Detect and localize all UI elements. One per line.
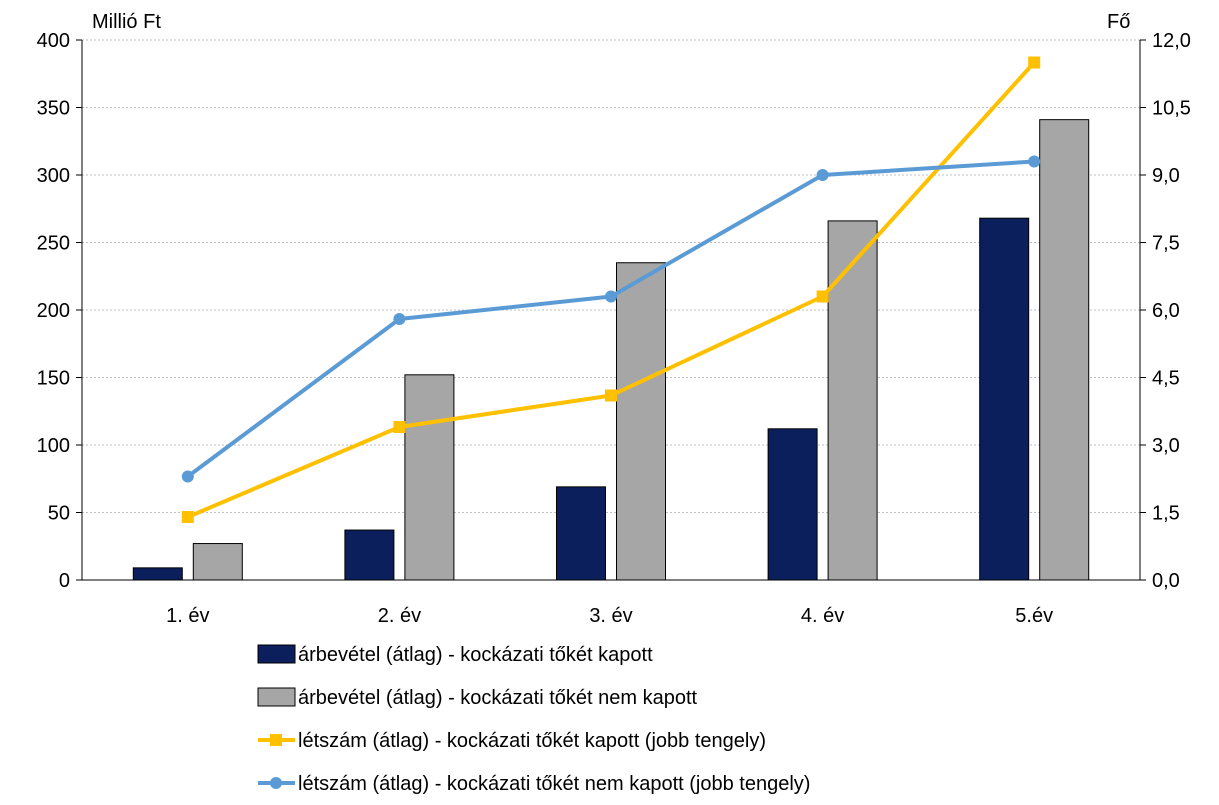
- x-tick-label: 5.év: [1015, 605, 1053, 627]
- legend-label: létszám (átlag) - kockázati tőkét kapott…: [298, 730, 766, 752]
- bar: [827, 220, 878, 581]
- point-marker: [393, 313, 406, 325]
- point-marker: [181, 470, 194, 483]
- left-tick-label: 100: [37, 435, 70, 457]
- bar: [344, 529, 395, 581]
- left-axis-unit-label: Millió Ft: [92, 11, 161, 33]
- x-tick-label: 1. év: [166, 605, 209, 627]
- bar: [979, 217, 1030, 581]
- point-marker: [605, 389, 617, 402]
- point-marker: [181, 511, 194, 523]
- x-tick-label: 2. év: [378, 605, 421, 627]
- point-marker: [1028, 56, 1041, 69]
- line-series: [181, 56, 1041, 523]
- right-tick-label: 3,0: [1152, 435, 1180, 457]
- right-tick-label: 9,0: [1152, 165, 1180, 187]
- bar: [556, 486, 606, 581]
- x-tick-label: 3. év: [589, 605, 632, 627]
- series-line: [186, 159, 1035, 479]
- right-tick-label: 6,0: [1152, 300, 1180, 322]
- left-tick-label: 250: [37, 233, 70, 255]
- point-marker: [393, 421, 406, 433]
- legend-label: létszám (átlag) - kockázati tőkét nem ka…: [298, 773, 810, 795]
- bar-series: [132, 119, 1090, 581]
- legend-label: árbevétel (átlag) - kockázati tőkét kapo…: [298, 644, 653, 666]
- series-line: [187, 61, 1036, 519]
- bar: [1039, 119, 1090, 581]
- right-axis-unit-label: Fő: [1107, 11, 1130, 33]
- left-tick-label: 0: [59, 570, 70, 592]
- left-tick-label: 300: [37, 165, 70, 187]
- left-tick-label: 350: [37, 98, 70, 120]
- right-tick-label: 10,5: [1152, 98, 1191, 120]
- right-tick-label: 0,0: [1152, 570, 1180, 592]
- bar: [404, 374, 455, 581]
- left-tick-label: 200: [37, 300, 70, 322]
- grid-lines: [82, 39, 1140, 513]
- left-tick-label: 150: [37, 368, 70, 390]
- legend-label: árbevétel (átlag) - kockázati tőkét nem …: [298, 687, 698, 709]
- right-tick-label: 4,5: [1152, 368, 1180, 390]
- bar: [192, 543, 243, 581]
- bar: [616, 262, 666, 581]
- right-tick-label: 12,0: [1152, 30, 1191, 52]
- legend: árbevétel (átlag) - kockázati tőkét kapo…: [257, 644, 810, 795]
- axes: [76, 39, 1146, 581]
- right-tick-label: 7,5: [1152, 233, 1180, 255]
- point-marker: [816, 169, 829, 181]
- legend-swatch: [257, 644, 296, 664]
- x-tick-label: 4. év: [801, 605, 844, 627]
- point-marker: [605, 290, 617, 303]
- legend-marker: [270, 777, 282, 789]
- legend-swatch: [257, 687, 296, 707]
- legend-marker: [270, 734, 282, 746]
- bar: [132, 567, 183, 581]
- tick-labels: 0 0,0 50 1,5 100 3,0 150 4,5 200 6,0 250 7,5 300 9,0 3…: [37, 30, 1191, 627]
- left-tick-label: 400: [37, 30, 70, 52]
- right-tick-label: 1,5: [1152, 503, 1180, 525]
- bar: [767, 428, 818, 581]
- point-marker: [1028, 155, 1041, 168]
- left-tick-label: 50: [48, 503, 70, 525]
- point-marker: [816, 290, 829, 303]
